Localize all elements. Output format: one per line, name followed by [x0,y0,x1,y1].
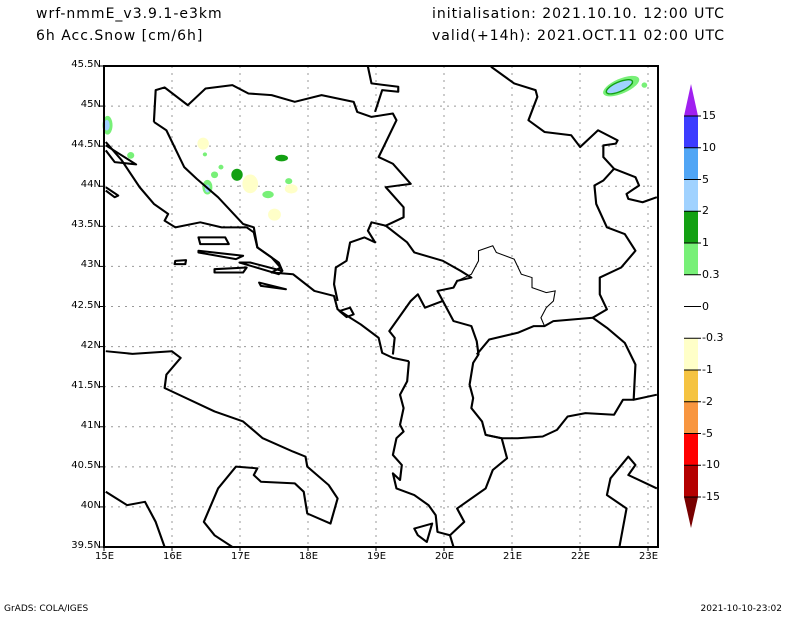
colorbar-label: 2 [702,204,709,218]
lon-label: 17E [231,551,251,562]
colorbar-bottom-arrow [684,497,698,528]
lat-label: 42N [80,339,101,351]
lat-label: 45N [80,99,101,111]
lat-label: 43N [80,259,101,271]
colorbar-label: 1 [702,236,709,249]
lon-label: 19E [367,551,387,562]
colorbar-segment [684,243,698,275]
init-time: initialisation: 2021.10.10. 12:00 UTC [432,6,725,22]
lon-label: 18E [299,551,319,562]
colorbar-label: -10 [702,458,720,472]
lat-label: 44N [80,179,101,191]
colorbar-segment [684,465,698,497]
colorbar-segment [684,274,698,307]
kosovo-border [456,245,556,327]
colorbar-label: 0.3 [702,267,720,281]
colorbar-segment [684,370,698,402]
valid-time: valid(+14h): 2021.OCT.11 02:00 UTC [432,28,726,44]
lat-label: 40.5N [71,459,101,471]
colorbar-segment [684,179,698,212]
colorbar-segment [684,306,698,339]
colorbar-segment [684,401,698,434]
colorbar-label: -15 [702,490,720,503]
colorbar-label: 0 [702,299,709,313]
lon-label: 16E [163,551,183,562]
colorbar-label: -5 [702,426,713,440]
gridlines [104,66,658,547]
colorbar-label: 15 [702,109,716,122]
lon-label: 20E [435,551,455,562]
lat-label: 40N [80,499,101,511]
lat-label: 41N [80,419,101,431]
plot-timestamp: 2021-10-10-23:02 [700,604,783,614]
colorbar [684,84,701,528]
lat-label: 42.5N [71,299,101,311]
colorbar-segment [684,338,698,370]
colorbar-label: -1 [702,363,713,376]
lat-label: 45.5N [71,59,101,70]
coastlines-and-borders [104,65,658,548]
colorbar-segment [684,433,698,466]
colorbar-segment [684,147,698,180]
colorbar-label: -0.3 [702,331,724,345]
axis-ticks [100,65,649,551]
lat-label: 41.5N [71,379,101,391]
lon-label: 21E [503,551,523,562]
colorbar-label: 10 [702,140,716,154]
lat-label: 44.5N [71,139,101,151]
field-title: 6h Acc.Snow [cm/6h] [36,28,204,44]
lon-label: 22E [571,551,591,562]
colorbar-top-arrow [684,84,698,116]
lat-label: 39.5N [71,540,101,551]
colorbar-label: -2 [702,394,713,408]
lon-label: 15E [95,551,115,562]
grads-credit: GrADS: COLA/IGES [4,604,89,614]
colorbar-label: 5 [702,172,709,186]
lat-label: 43.5N [71,219,101,231]
model-title: wrf-nmmE_v3.9.1-e3km [36,6,223,22]
colorbar-segment [684,116,698,148]
snow-patches [102,75,648,221]
lon-label: 23E [639,551,659,562]
colorbar-segment [684,211,698,243]
